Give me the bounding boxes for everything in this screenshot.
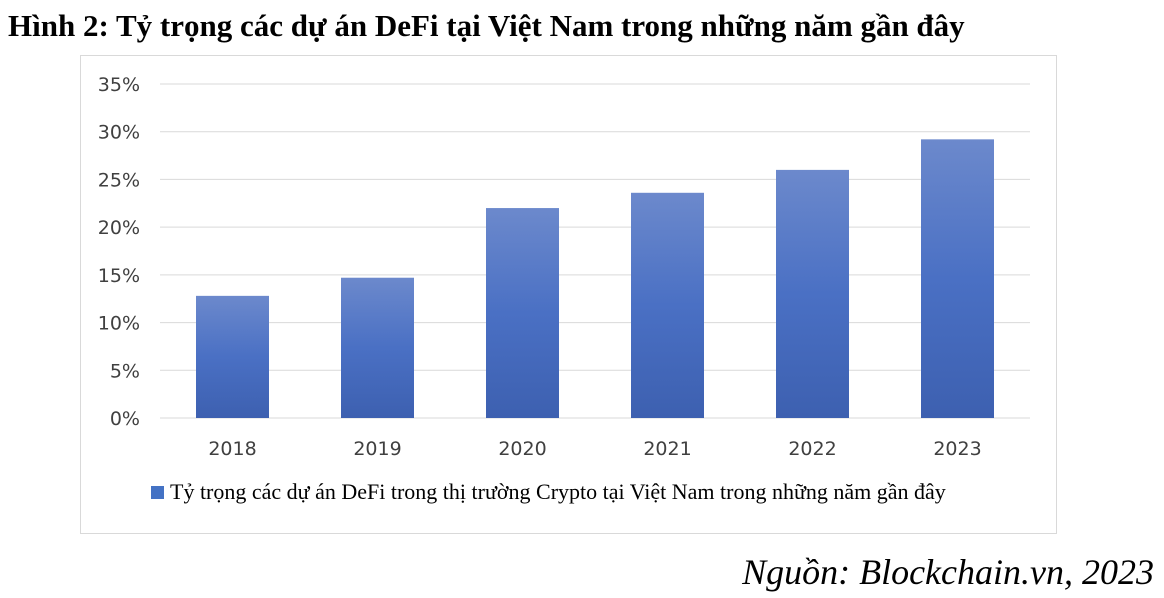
legend: Tỷ trọng các dự án DeFi trong thị trường… bbox=[151, 479, 946, 504]
legend-swatch bbox=[151, 486, 164, 499]
x-tick-label: 2020 bbox=[498, 438, 546, 460]
source-note: Nguồn: Blockchain.vn, 2023 bbox=[742, 552, 1154, 592]
figure-title: Hình 2: Tỷ trọng các dự án DeFi tại Việt… bbox=[8, 8, 965, 43]
bar-2023 bbox=[921, 139, 994, 418]
chart-frame bbox=[80, 55, 1057, 534]
y-tick-label: 5% bbox=[110, 360, 140, 382]
bar-2021 bbox=[631, 192, 704, 418]
legend-label: Tỷ trọng các dự án DeFi trong thị trường… bbox=[170, 479, 946, 504]
x-tick-label: 2022 bbox=[788, 438, 836, 460]
bars bbox=[196, 139, 994, 418]
y-tick-label: 30% bbox=[98, 122, 140, 144]
bar-2020 bbox=[486, 208, 559, 418]
y-axis-ticks: 0% 5% 10% 15% 20% 25% 30% 35% bbox=[98, 74, 140, 430]
gridlines bbox=[160, 83, 1030, 419]
y-tick-label: 0% bbox=[110, 408, 140, 430]
bar-2022 bbox=[776, 169, 849, 418]
x-tick-label: 2019 bbox=[353, 438, 401, 460]
x-axis-ticks: 2018 2019 2020 2021 2022 2023 bbox=[208, 438, 981, 460]
y-tick-label: 35% bbox=[98, 74, 140, 96]
y-tick-label: 15% bbox=[98, 265, 140, 287]
y-tick-label: 20% bbox=[98, 217, 140, 239]
x-tick-label: 2023 bbox=[933, 438, 981, 460]
x-tick-label: 2021 bbox=[643, 438, 691, 460]
bar-2018 bbox=[196, 295, 269, 418]
y-tick-label: 25% bbox=[98, 169, 140, 191]
x-tick-label: 2018 bbox=[208, 438, 256, 460]
y-tick-label: 10% bbox=[98, 313, 140, 335]
bar-2019 bbox=[341, 277, 414, 418]
